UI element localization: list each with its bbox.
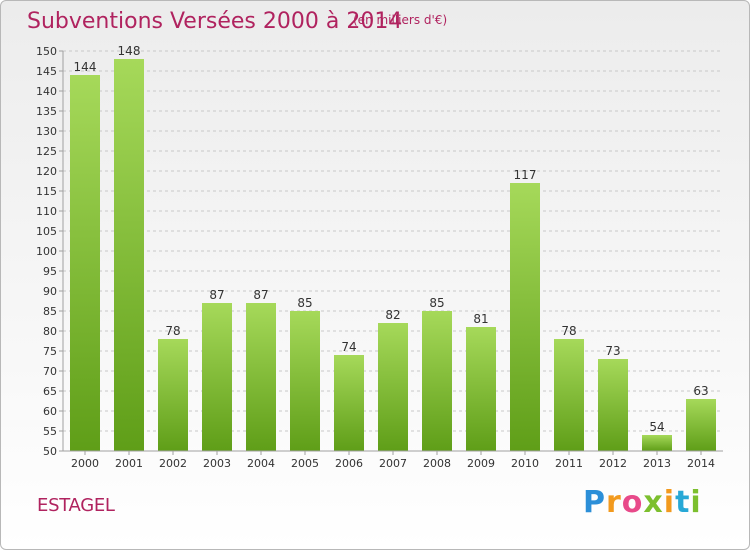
bar-2014 <box>686 399 716 451</box>
data-label-2010: 117 <box>514 168 537 182</box>
bar-2007 <box>378 323 408 451</box>
x-tick-label: 2011 <box>555 457 583 470</box>
y-tick-label: 60 <box>43 405 57 418</box>
bars <box>70 59 716 451</box>
y-axis-ticks: 50 55 60 65 70 75 80 85 90 95 100 105 110 115 120 125 13… <box>36 45 63 458</box>
y-tick-label: 120 <box>36 165 57 178</box>
bar-2003 <box>202 303 232 451</box>
commune-name: ESTAGEL <box>37 495 115 516</box>
bar-2009 <box>466 327 496 451</box>
logo-letter: P <box>583 485 606 520</box>
x-tick-label: 2003 <box>203 457 231 470</box>
y-tick-label: 75 <box>43 345 57 358</box>
data-label-2014: 63 <box>693 384 708 398</box>
x-tick-label: 2008 <box>423 457 451 470</box>
x-tick-label: 2012 <box>599 457 627 470</box>
y-tick-label: 130 <box>36 125 57 138</box>
bar-2013 <box>642 435 672 451</box>
data-label-2007: 82 <box>385 308 400 322</box>
x-tick-label: 2009 <box>467 457 495 470</box>
x-tick-label: 2007 <box>379 457 407 470</box>
y-tick-label: 105 <box>36 225 57 238</box>
data-label-2008: 85 <box>429 296 444 310</box>
y-tick-label: 110 <box>36 205 57 218</box>
data-label-2012: 73 <box>605 344 620 358</box>
logo-letter: o <box>621 485 644 520</box>
bar-2006 <box>334 355 364 451</box>
data-label-2011: 78 <box>561 324 576 338</box>
y-tick-label: 65 <box>43 385 57 398</box>
bar-2010 <box>510 183 540 451</box>
bar-2000 <box>70 75 100 451</box>
logo-letter: i <box>663 485 676 520</box>
x-tick-label: 2010 <box>511 457 539 470</box>
x-tick-label: 2005 <box>291 457 319 470</box>
x-tick-label: 2000 <box>71 457 99 470</box>
data-label-2002: 78 <box>165 324 180 338</box>
logo-letter: r <box>606 485 622 520</box>
logo-letter: x <box>643 485 664 520</box>
data-labels: 144 148 78 87 87 85 74 82 85 81 117 78 73 54 63 <box>74 44 709 434</box>
data-label-2003: 87 <box>209 288 224 302</box>
bar-2008 <box>422 311 452 451</box>
chart-title: Subventions Versées 2000 à 2014 <box>27 9 403 34</box>
y-tick-label: 125 <box>36 145 57 158</box>
x-tick-label: 2014 <box>687 457 715 470</box>
bar-2002 <box>158 339 188 451</box>
data-label-2005: 85 <box>297 296 312 310</box>
y-tick-label: 135 <box>36 105 57 118</box>
y-tick-label: 115 <box>36 185 57 198</box>
y-tick-label: 140 <box>36 85 57 98</box>
x-tick-label: 2006 <box>335 457 363 470</box>
data-label-2001: 148 <box>118 44 141 58</box>
proxiti-logo[interactable]: Proxiti <box>583 485 702 520</box>
x-tick-label: 2001 <box>115 457 143 470</box>
data-label-2004: 87 <box>253 288 268 302</box>
y-tick-label: 95 <box>43 265 57 278</box>
y-tick-label: 55 <box>43 425 57 438</box>
data-label-2009: 81 <box>473 312 488 326</box>
y-tick-label: 70 <box>43 365 57 378</box>
bar-2011 <box>554 339 584 451</box>
y-tick-label: 145 <box>36 65 57 78</box>
x-tick-label: 2004 <box>247 457 275 470</box>
x-tick-label: 2013 <box>643 457 671 470</box>
bar-2001 <box>114 59 144 451</box>
y-tick-label: 85 <box>43 305 57 318</box>
x-tick-label: 2002 <box>159 457 187 470</box>
bar-2005 <box>290 311 320 451</box>
chart-subtitle: (en milliers d'€) <box>353 13 448 27</box>
bar-2012 <box>598 359 628 451</box>
y-tick-label: 100 <box>36 245 57 258</box>
y-tick-label: 80 <box>43 325 57 338</box>
data-label-2000: 144 <box>74 60 97 74</box>
y-tick-label: 150 <box>36 45 57 58</box>
bar-2004 <box>246 303 276 451</box>
logo-letter: i <box>690 485 702 520</box>
data-label-2006: 74 <box>341 340 356 354</box>
y-tick-label: 50 <box>43 445 57 458</box>
logo-letter: t <box>675 485 691 520</box>
y-tick-label: 90 <box>43 285 57 298</box>
x-axis-ticks: 2000 2001 2002 2003 2004 2005 2006 2007 2008 2009… <box>71 451 715 470</box>
data-label-2013: 54 <box>649 420 664 434</box>
